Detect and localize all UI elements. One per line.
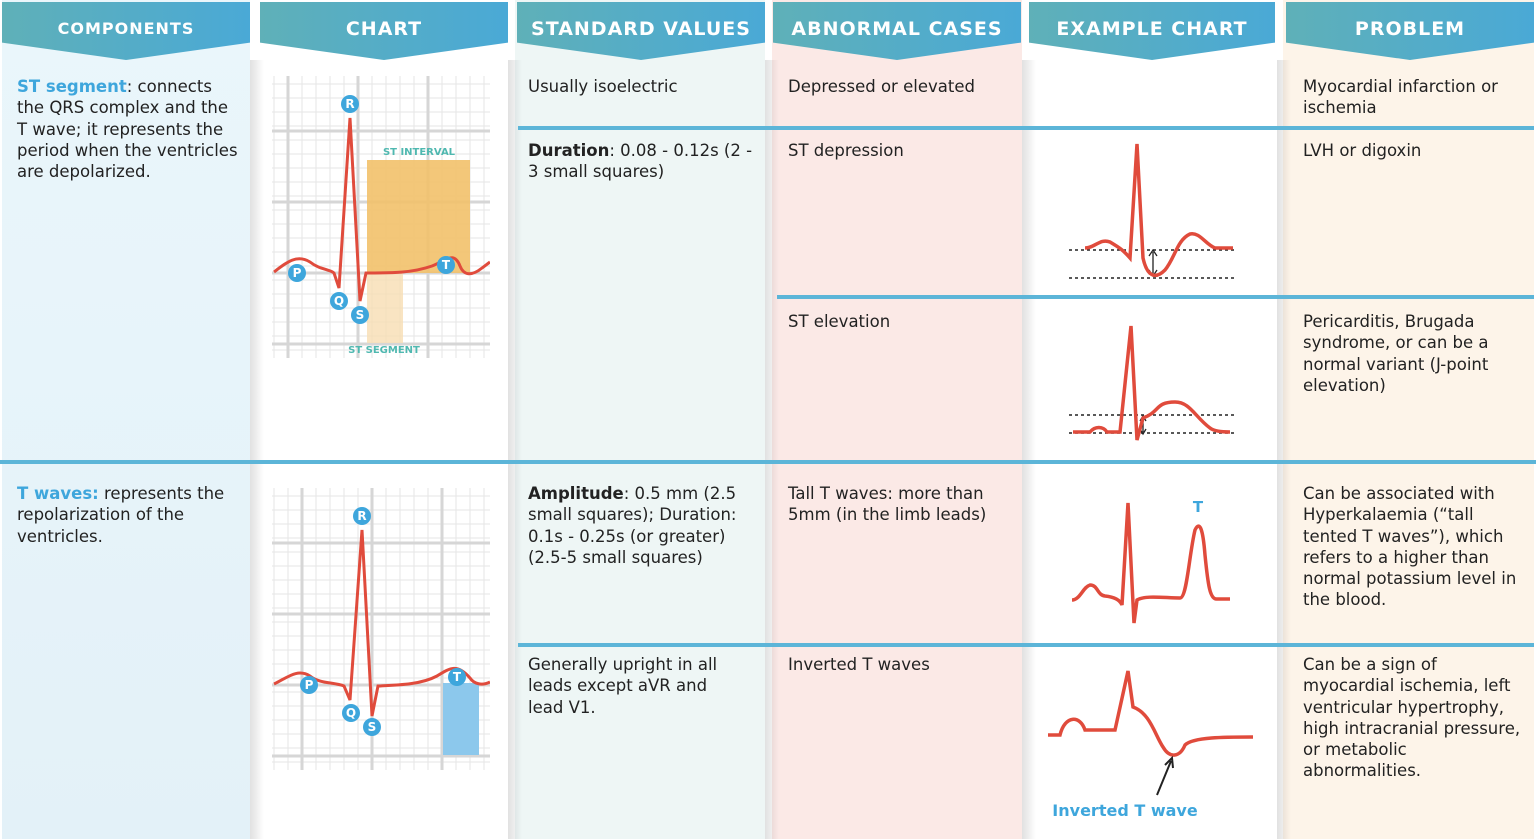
wave-label-p: P [288,264,306,282]
abnormal-cases-column [772,0,1022,839]
st-problem-1: Myocardial infarction or ischemia [1303,77,1498,118]
wave-label-t: T [448,668,466,686]
arrow-icon [1156,755,1174,796]
ecg-trace [273,117,490,302]
tall-t-label: T [1193,498,1204,516]
svg-text:R: R [357,509,366,523]
st-segment-label: ST SEGMENT [348,345,420,356]
wave-label-s: S [363,718,381,736]
wave-label-r: R [353,507,371,525]
st-problem-2: LVH or digoxin [1303,141,1422,160]
st-depression-ecg [1069,143,1235,279]
wave-label-q: Q [330,292,348,310]
st-problem-3: Pericarditis, Brugada syndrome, or can b… [1303,312,1489,395]
st-abnormal-2: ST depression [788,141,904,160]
st-segment-term: ST segment [17,77,127,96]
row-divider [518,126,1534,130]
t-problem-1: Can be associated with Hyperkalaemia (“t… [1303,484,1517,610]
amplitude-term: Amplitude [528,484,624,503]
wave-label-s: S [351,306,369,324]
st-elevation-ecg [1069,325,1237,441]
wave-label-q: Q [342,704,360,722]
svg-text:P: P [293,266,302,280]
section-divider [0,460,1536,464]
t-standard-2: Generally upright in all leads except aV… [528,655,718,717]
t-waves-component: T waves: represents the repolarization o… [17,483,242,547]
tall-t-wave-ecg: T [1071,498,1230,624]
st-standard-2: Duration: 0.08 - 0.12s (2 - 3 small squa… [528,140,758,183]
ecg-trace [273,529,490,717]
t-waves-desc: represents the repolarization of the ven… [17,484,225,546]
st-interval-box [367,160,470,273]
st-standard-1: Usually isoelectric [528,77,678,96]
t-standard-1: Amplitude: 0.5 mm (2.5 small squares); D… [528,483,753,568]
wave-label-p: P [300,676,318,694]
example-chart-column [1027,0,1277,839]
st-segment-desc: : connects the QRS complex and the T wav… [17,77,238,182]
components-column [2,0,250,839]
amplitude-value: : 0.5 mm (2.5 small squares); Duration: … [528,484,737,567]
wave-label-t: T [437,256,455,274]
t-abnormal-2: Inverted T waves [788,655,930,674]
t-wave-box [443,683,479,755]
duration-value: : 0.08 - 0.12s (2 - 3 small squares) [528,141,753,182]
svg-text:T: T [453,670,462,684]
st-segment-box [367,273,403,343]
t-waves-ecg-chart: R P Q S T [272,488,490,770]
problem-column [1283,0,1534,839]
svg-text:Q: Q [334,294,344,308]
svg-text:S: S [368,720,377,734]
st-segment-component: ST segment: connects the QRS complex and… [17,76,242,182]
st-abnormal-3: ST elevation [788,312,891,331]
svg-text:Q: Q [346,706,356,720]
st-interval-label: ST INTERVAL [383,147,456,158]
row-divider [518,643,1534,647]
inverted-t-label: Inverted T wave [1052,801,1198,820]
inverted-t-wave-ecg: Inverted T wave [1048,670,1254,820]
t-waves-term: T waves: [17,484,99,503]
standard-values-column [515,0,765,839]
wave-label-r: R [341,95,359,113]
duration-term: Duration [528,141,610,160]
st-abnormal-1: Depressed or elevated [788,77,975,96]
svg-text:P: P [305,678,314,692]
svg-text:S: S [356,308,365,322]
svg-text:T: T [442,258,451,272]
st-segment-ecg-chart: ST INTERVAL ST SEGMENT R P Q S T [272,76,490,358]
svg-text:R: R [345,97,354,111]
t-problem-2: Can be a sign of myocardial ischemia, le… [1303,655,1521,781]
row-divider [777,295,1534,299]
t-abnormal-1: Tall T waves: more than 5mm (in the limb… [788,484,987,525]
